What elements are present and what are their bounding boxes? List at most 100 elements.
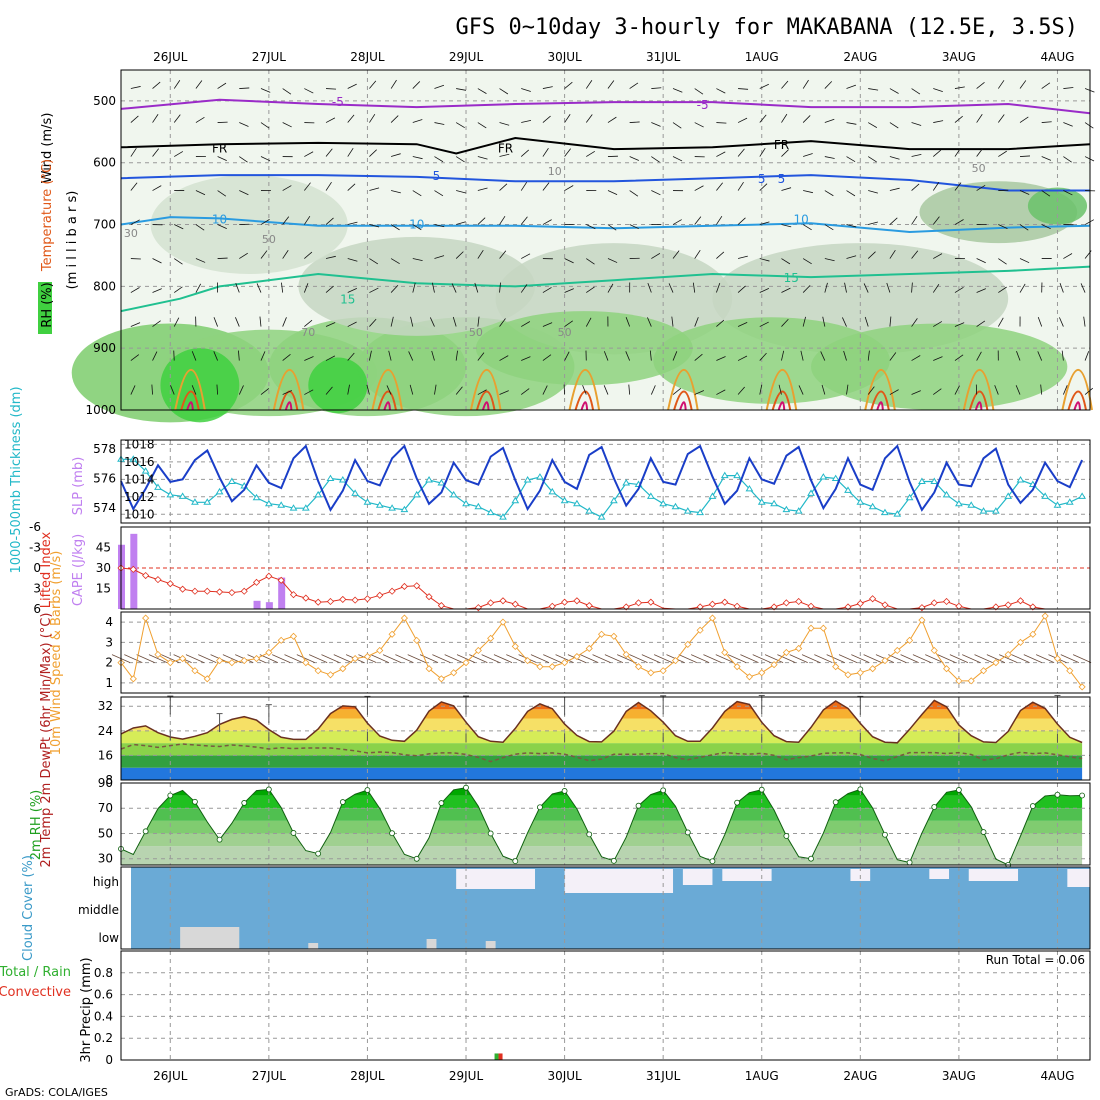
wind-barb bbox=[846, 384, 849, 395]
wind-marker bbox=[228, 659, 236, 667]
thickness-tick-label: 576 bbox=[93, 472, 116, 486]
rh-marker bbox=[537, 804, 543, 811]
li-marker bbox=[856, 599, 864, 608]
wind-marker bbox=[597, 630, 606, 638]
thickness-marker bbox=[683, 507, 692, 514]
wind-barb bbox=[412, 282, 416, 293]
wind-barb bbox=[185, 654, 205, 663]
dewpoint-line bbox=[120, 743, 1083, 763]
wind-marker bbox=[240, 657, 248, 665]
wind-marker bbox=[1041, 612, 1049, 620]
wind-barb bbox=[281, 282, 284, 293]
precip-panel: 0 0.2 0.4 0.6 0.8 Run Total = 0.06 3hr Precip … bbox=[0, 950, 1091, 1067]
wind-barb bbox=[651, 156, 660, 163]
wind-barb bbox=[238, 350, 240, 361]
rh-marker bbox=[512, 858, 519, 864]
rh-marker bbox=[734, 799, 740, 806]
thickness-marker bbox=[449, 490, 458, 498]
wind-barb bbox=[889, 316, 892, 327]
wind-barb bbox=[582, 385, 587, 395]
wind-barb bbox=[603, 385, 609, 395]
wind-barb bbox=[998, 258, 1007, 265]
rh-marker bbox=[808, 855, 814, 862]
thickness-marker bbox=[462, 499, 470, 507]
isotherm-30 bbox=[1073, 401, 1081, 411]
wind-barb bbox=[369, 350, 372, 361]
wind-barb bbox=[911, 355, 921, 361]
wind-barb bbox=[1063, 122, 1073, 127]
rh-marker bbox=[438, 800, 445, 806]
wind-barb bbox=[152, 288, 162, 293]
wind-marker bbox=[745, 673, 753, 681]
li-marker bbox=[943, 597, 951, 606]
wind-barb bbox=[629, 156, 639, 161]
pressure-tick-label: 900 bbox=[93, 341, 116, 355]
wind-barb bbox=[822, 316, 826, 327]
wind-barb bbox=[629, 82, 639, 89]
wind-barb bbox=[1041, 121, 1052, 123]
li-tick-label: 0 bbox=[33, 561, 41, 575]
wind-barb bbox=[949, 654, 969, 663]
wind-barb bbox=[321, 654, 340, 663]
rh-line bbox=[120, 787, 1083, 866]
run-total-label: Run Total = 0.06 bbox=[986, 953, 1085, 967]
thickness-marker bbox=[794, 507, 803, 514]
thickness-marker bbox=[770, 499, 778, 507]
li-marker bbox=[326, 597, 335, 606]
thickness-ylabel: 1000-500mb Thickness (dm) bbox=[9, 386, 24, 573]
wind-barb bbox=[256, 283, 262, 293]
wind-barb bbox=[933, 321, 943, 327]
wind-marker bbox=[425, 665, 433, 673]
wind-barb bbox=[759, 352, 767, 361]
wind-barb bbox=[1019, 224, 1029, 231]
wind-barb bbox=[304, 215, 311, 225]
thickness-marker bbox=[918, 477, 926, 484]
wind-barb bbox=[694, 216, 702, 225]
wind-barb bbox=[933, 120, 944, 123]
wind-barb bbox=[824, 282, 828, 293]
isotherm-label: 15 bbox=[784, 271, 799, 285]
rh-tick-label: 90 bbox=[98, 776, 113, 790]
wind-barb bbox=[802, 224, 812, 231]
wind-barb bbox=[1083, 316, 1086, 327]
wind-barb bbox=[369, 318, 377, 327]
wind-tick-label: 1 bbox=[105, 676, 113, 690]
wind-barb bbox=[585, 80, 593, 89]
wind-barb bbox=[260, 219, 270, 225]
li-marker bbox=[622, 603, 630, 611]
wind-barb bbox=[282, 122, 292, 128]
date-tick-label: 1AUG bbox=[745, 1069, 779, 1083]
thickness-marker bbox=[166, 490, 175, 498]
wind-barb bbox=[456, 190, 466, 194]
wind-barb bbox=[954, 354, 964, 361]
li-marker bbox=[770, 603, 778, 611]
isotherm-30 bbox=[383, 401, 391, 411]
isotherm-label: -5 bbox=[697, 98, 709, 112]
wind-barb bbox=[408, 351, 414, 361]
wind-barb bbox=[564, 320, 573, 327]
isotherm-20 bbox=[962, 369, 995, 411]
wind-barb bbox=[195, 190, 206, 196]
isotherm-5 bbox=[120, 174, 1090, 192]
wind-barb bbox=[325, 181, 332, 191]
wind-barb bbox=[1019, 190, 1030, 195]
cape-bar bbox=[253, 600, 261, 609]
wind-barb bbox=[390, 258, 400, 265]
thickness-marker bbox=[893, 510, 902, 517]
wind-marker bbox=[548, 663, 556, 671]
upper-air-frame bbox=[120, 69, 1091, 411]
precip-rain-bar bbox=[494, 1053, 499, 1060]
wind-barb bbox=[217, 82, 227, 89]
wind-marker bbox=[795, 644, 803, 653]
slp-tick-label: 1012 bbox=[124, 490, 155, 504]
pressure-tick-label: 700 bbox=[93, 218, 116, 232]
wind-barb bbox=[802, 115, 811, 123]
wind-barb bbox=[954, 219, 964, 225]
wind-barb bbox=[998, 150, 1007, 157]
wind-barb bbox=[282, 250, 289, 259]
li-marker bbox=[499, 597, 507, 605]
isotherm-FR bbox=[120, 136, 1091, 155]
wind-barb bbox=[296, 654, 315, 663]
chart-title: GFS 0~10day 3-hourly for MAKABANA (12.5E… bbox=[455, 15, 1078, 40]
wind-barb bbox=[843, 350, 847, 361]
